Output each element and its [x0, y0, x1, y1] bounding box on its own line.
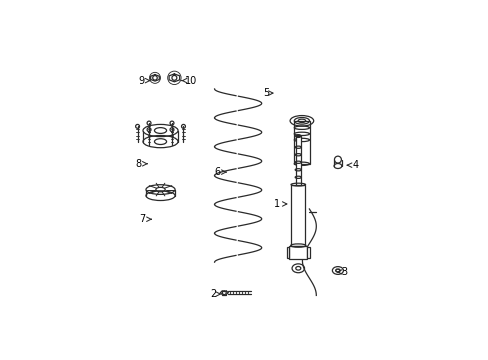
Ellipse shape	[295, 135, 300, 138]
Bar	[289, 246, 306, 260]
Text: 1: 1	[273, 199, 286, 209]
Bar	[286, 247, 289, 258]
Text: 5: 5	[262, 88, 272, 98]
Bar	[306, 247, 309, 258]
Text: 9: 9	[138, 76, 150, 86]
Bar	[294, 121, 309, 164]
Text: 7: 7	[139, 214, 151, 224]
Text: 6: 6	[214, 167, 226, 177]
Text: 3: 3	[337, 267, 347, 277]
Text: 4: 4	[346, 160, 358, 170]
Text: 8: 8	[135, 159, 147, 169]
Text: 2: 2	[210, 289, 220, 299]
Text: 10: 10	[182, 76, 197, 86]
Bar	[295, 136, 300, 185]
Bar	[291, 185, 305, 246]
